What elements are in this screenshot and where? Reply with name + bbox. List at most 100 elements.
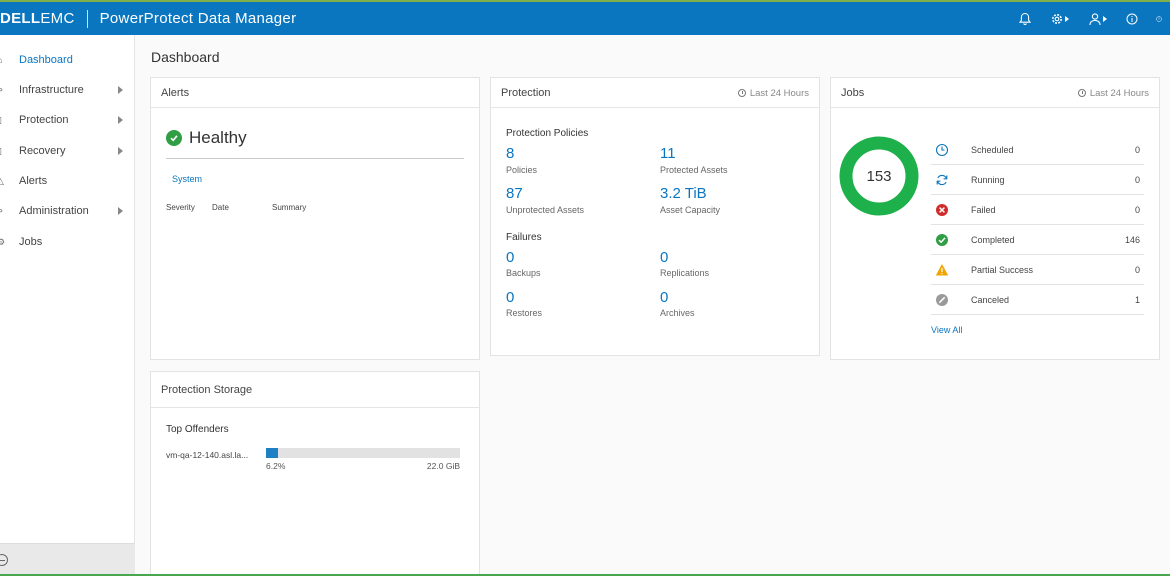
backup-failures-count[interactable]: 0 (506, 249, 515, 266)
archive-failures-count[interactable]: 0 (660, 289, 669, 306)
info-icon[interactable] (1126, 13, 1138, 25)
job-status-label: Failed (971, 204, 996, 215)
health-status-label: Healthy (189, 128, 247, 147)
job-row-partial-success[interactable]: Partial Success 0 (931, 255, 1144, 285)
sidebar-nav: ⌂ Dashboard ⚬ Infrastructure ▯ Protectio… (0, 35, 135, 576)
job-status-label: Canceled (971, 294, 1010, 305)
column-header-date[interactable]: Date (212, 203, 229, 212)
job-row-scheduled[interactable]: Scheduled 0 (931, 135, 1144, 165)
protection-storage-card: Protection Storage Top Offenders vm-qa-1… (150, 371, 480, 576)
policies-count[interactable]: 8 (506, 145, 515, 162)
timeframe-selector[interactable]: Last 24 Hours (737, 78, 809, 108)
clock-icon (935, 143, 949, 157)
check-circle-icon (166, 130, 182, 146)
gear-icon: ⚙ (0, 236, 6, 247)
asset-capacity-label: Asset Capacity (660, 205, 721, 215)
replication-failures-count[interactable]: 0 (660, 249, 669, 266)
policies-label: Policies (506, 165, 538, 175)
sidebar-item-dashboard[interactable]: ⌂ Dashboard (0, 47, 135, 73)
storage-usage-bar-fill (266, 448, 279, 458)
help-icon[interactable] (1156, 13, 1162, 25)
protection-card: Protection Last 24 Hours Protection Poli… (490, 77, 820, 356)
sidebar-item-recovery[interactable]: ▯ Recovery (0, 138, 135, 164)
sidebar-item-label: Administration (19, 205, 89, 217)
column-header-severity[interactable]: Severity (166, 203, 195, 212)
collapse-sidebar-icon[interactable] (0, 554, 8, 566)
protected-assets-label: Protected Assets (660, 165, 728, 175)
chevron-right-icon (118, 116, 123, 124)
protected-assets-count[interactable]: 11 (660, 145, 676, 162)
failures-title: Failures (506, 232, 542, 243)
protection-card-header: Protection Last 24 Hours (491, 78, 819, 108)
job-status-count: 1 (1134, 294, 1140, 305)
protection-storage-card-header: Protection Storage (151, 372, 479, 408)
unprotected-assets-count[interactable]: 87 (506, 185, 523, 202)
job-status-label: Scheduled (971, 144, 1014, 155)
infrastructure-icon: ⚬ (0, 84, 5, 95)
timeframe-label: Last 24 Hours (1089, 87, 1149, 99)
restore-failures-count[interactable]: 0 (506, 289, 515, 306)
job-row-completed[interactable]: Completed 146 (931, 225, 1144, 255)
chevron-right-icon (118, 147, 123, 155)
brand-logo: DELL EMC PowerProtect Data Manager (0, 2, 296, 35)
alert-triangle-icon: △ (0, 175, 4, 186)
sidebar-item-alerts[interactable]: △ Alerts (0, 168, 135, 194)
warning-icon (935, 264, 949, 276)
brand-separator (86, 9, 88, 28)
chevron-right-icon (118, 207, 123, 215)
wrench-icon: ⚬ (0, 205, 5, 216)
job-status-count: 0 (1134, 144, 1140, 155)
tab-system[interactable]: System (172, 174, 203, 184)
refresh-icon (936, 174, 948, 186)
timeframe-label: Last 24 Hours (749, 87, 809, 99)
job-row-failed[interactable]: Failed 0 (931, 195, 1144, 225)
top-header-bar: DELL EMC PowerProtect Data Manager (0, 0, 1170, 35)
job-status-count: 0 (1134, 204, 1140, 215)
job-status-count: 0 (1134, 174, 1140, 185)
view-all-jobs-link[interactable]: View All (931, 325, 963, 335)
bell-icon[interactable] (1018, 12, 1032, 26)
clock-icon (737, 89, 746, 97)
shield-icon: ▯ (0, 115, 5, 125)
jobs-card-header: Jobs Last 24 Hours (831, 78, 1159, 108)
alerts-card-title: Alerts (161, 86, 190, 99)
archives-label: Archives (660, 308, 695, 318)
alerts-card: Alerts Healthy System Severity Date Summ… (150, 77, 480, 360)
sidebar-item-protection[interactable]: ▯ Protection (0, 107, 135, 133)
sidebar-item-administration[interactable]: ⚬ Administration (0, 198, 135, 224)
home-icon: ⌂ (0, 55, 5, 65)
page-title: Dashboard (151, 49, 220, 65)
storage-capacity: 22.0 GiB (426, 461, 460, 471)
backups-label: Backups (506, 268, 541, 278)
jobs-card-title: Jobs (841, 86, 865, 99)
user-icon[interactable] (1088, 12, 1108, 26)
jobs-donut-chart[interactable]: 153 (839, 136, 919, 216)
sidebar-item-label: Dashboard (19, 54, 73, 66)
job-status-label: Running (971, 174, 1005, 185)
timeframe-selector[interactable]: Last 24 Hours (1077, 78, 1149, 108)
storage-usage-bar (266, 448, 460, 458)
health-status: Healthy (166, 128, 247, 148)
brand-emc-wordmark: EMC (40, 10, 75, 27)
chevron-right-icon (118, 86, 123, 94)
header-icon-group (1018, 2, 1162, 35)
jobs-total: 153 (866, 168, 891, 185)
job-row-canceled[interactable]: Canceled 1 (931, 285, 1144, 315)
sidebar-item-infrastructure[interactable]: ⚬ Infrastructure (0, 77, 135, 103)
job-status-count: 146 (1124, 234, 1140, 245)
job-row-running[interactable]: Running 0 (931, 165, 1144, 195)
offender-name[interactable]: vm-qa-12-140.asl.la... (166, 450, 249, 460)
sidebar-item-label: Infrastructure (19, 84, 84, 96)
gear-icon[interactable] (1050, 12, 1070, 26)
recovery-icon: ▯ (0, 146, 5, 156)
unprotected-assets-label: Unprotected Assets (506, 205, 585, 215)
column-header-summary[interactable]: Summary (272, 203, 307, 212)
top-offenders-title: Top Offenders (166, 424, 229, 435)
protection-policies-title: Protection Policies (506, 128, 589, 139)
sidebar-item-label: Jobs (19, 236, 43, 248)
error-icon (936, 204, 948, 216)
job-status-count: 0 (1134, 264, 1140, 275)
sidebar-item-jobs[interactable]: ⚙ Jobs (0, 229, 135, 255)
cancel-icon (936, 294, 948, 306)
sidebar-footer (0, 543, 135, 576)
